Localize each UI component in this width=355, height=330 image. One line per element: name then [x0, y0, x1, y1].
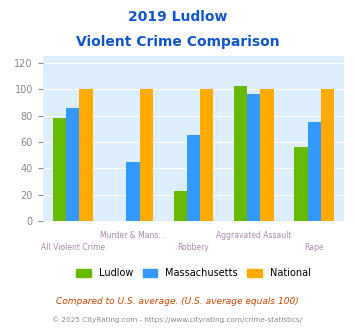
Text: Aggravated Assault: Aggravated Assault	[216, 231, 291, 240]
Text: © 2025 CityRating.com - https://www.cityrating.com/crime-statistics/: © 2025 CityRating.com - https://www.city…	[53, 317, 302, 323]
Bar	[174, 191, 187, 221]
Text: Murder & Mans...: Murder & Mans...	[100, 231, 166, 240]
Bar	[200, 89, 213, 221]
Bar	[294, 147, 307, 221]
Legend: Ludlow, Massachusetts, National: Ludlow, Massachusetts, National	[72, 264, 315, 282]
Bar	[321, 89, 334, 221]
Bar	[247, 94, 261, 221]
Bar	[126, 162, 140, 221]
Bar	[187, 135, 200, 221]
Text: All Violent Crime: All Violent Crime	[41, 243, 105, 251]
Bar	[307, 122, 321, 221]
Text: Robbery: Robbery	[178, 243, 209, 251]
Text: Rape: Rape	[305, 243, 324, 251]
Bar	[234, 86, 247, 221]
Bar	[261, 89, 274, 221]
Bar	[53, 118, 66, 221]
Bar	[66, 108, 80, 221]
Text: Compared to U.S. average. (U.S. average equals 100): Compared to U.S. average. (U.S. average …	[56, 297, 299, 306]
Text: Violent Crime Comparison: Violent Crime Comparison	[76, 35, 279, 49]
Bar	[140, 89, 153, 221]
Bar	[80, 89, 93, 221]
Text: 2019 Ludlow: 2019 Ludlow	[128, 10, 227, 24]
